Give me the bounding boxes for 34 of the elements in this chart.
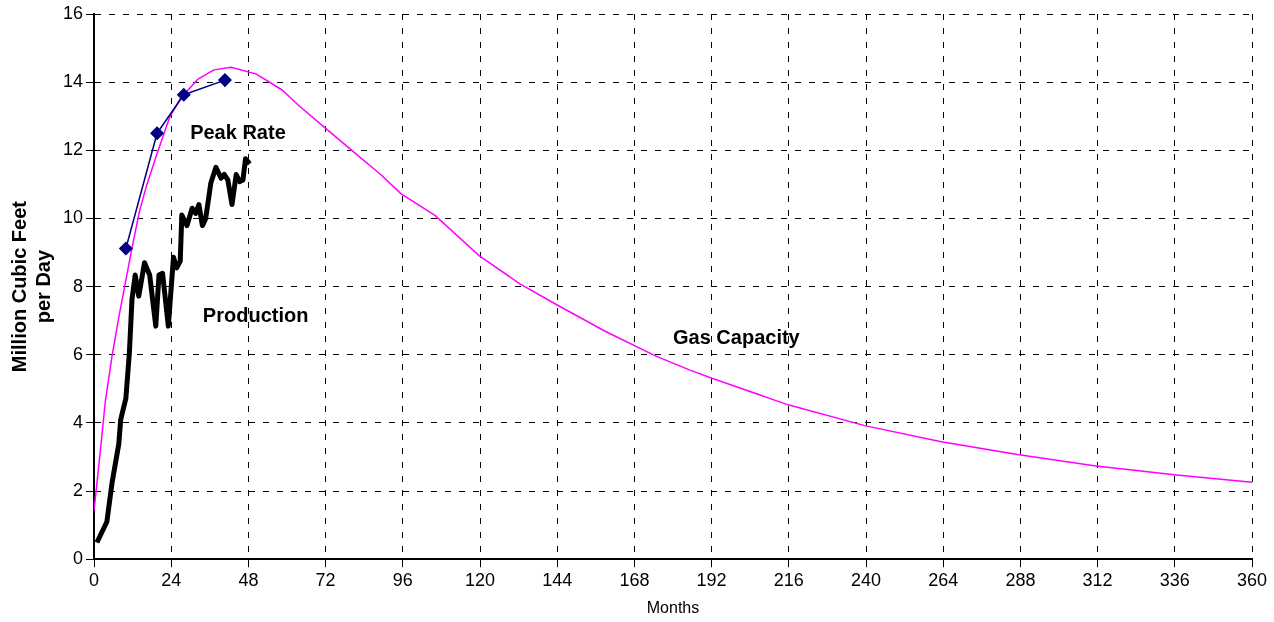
x-tick-label: 168 — [619, 569, 650, 590]
point — [150, 126, 164, 141]
point — [218, 73, 232, 87]
x-tick-label: 120 — [464, 569, 496, 590]
y-tick-label: 8 — [73, 275, 84, 296]
y-tick-label: 6 — [73, 343, 84, 364]
y-axis-title: Million Cubic Feet per Day — [7, 200, 54, 373]
x-tick-label: 24 — [161, 569, 182, 590]
x-tick-label: 288 — [1005, 569, 1036, 590]
series-label: Production — [202, 304, 309, 327]
point — [177, 88, 191, 102]
x-tick-label: 144 — [542, 569, 573, 590]
x-tick-label: 240 — [850, 569, 882, 590]
x-tick-label: 48 — [238, 569, 259, 590]
x-tick-label: 360 — [1236, 569, 1268, 590]
x-tick-label: 312 — [1082, 569, 1113, 590]
y-tick-label: 12 — [62, 139, 84, 160]
x-tick-label: 264 — [928, 569, 959, 590]
y-tick-label: 16 — [62, 2, 84, 23]
x-tick-label: 0 — [89, 569, 100, 590]
x-tick-label: 216 — [773, 569, 804, 590]
y-tick-label: 14 — [62, 71, 84, 92]
point — [119, 241, 133, 256]
series-label: Gas Capacity — [673, 325, 801, 348]
x-tick-label: 72 — [315, 569, 336, 590]
x-tick-label: 336 — [1159, 569, 1190, 590]
y-tick-label: 4 — [73, 411, 84, 432]
y-tick-label: 10 — [62, 207, 84, 228]
x-tick-label: 96 — [392, 569, 413, 590]
y-tick-label: 0 — [73, 548, 84, 569]
x-axis-title: Months — [646, 598, 700, 616]
series-label: Peak Rate — [190, 121, 286, 144]
y-tick-label: 2 — [73, 480, 84, 501]
x-tick-label: 192 — [696, 569, 727, 590]
